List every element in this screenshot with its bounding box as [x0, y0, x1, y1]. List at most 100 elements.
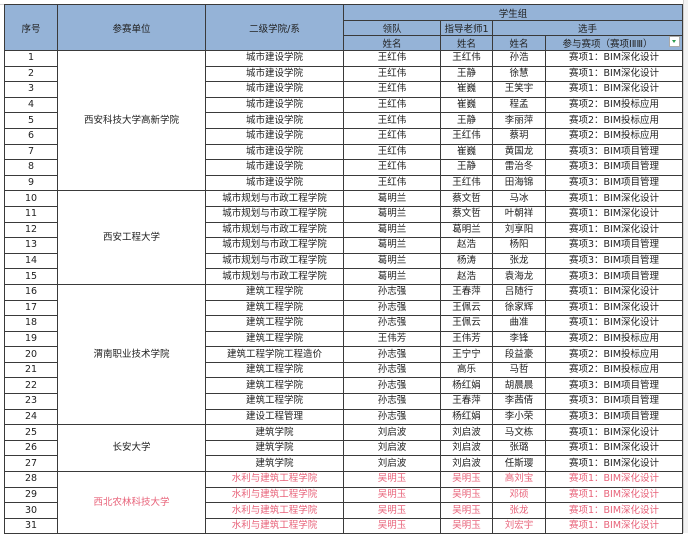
college-cell[interactable]: 水利与建筑工程学院: [205, 502, 344, 519]
leader-cell[interactable]: 刘启波: [343, 455, 441, 473]
college-cell[interactable]: 建筑工程学院: [205, 315, 344, 332]
filter-dropdown-icon[interactable]: [669, 36, 680, 47]
player-cell[interactable]: 马文栋: [492, 424, 546, 441]
leader-cell[interactable]: 葛明兰: [343, 237, 441, 254]
teacher-cell[interactable]: 吴明玉: [440, 517, 493, 534]
header-leader-name[interactable]: 姓名: [343, 35, 441, 51]
player-cell[interactable]: 张璐: [492, 439, 546, 457]
event-cell[interactable]: 赛项2：BIM投标应用: [545, 96, 683, 114]
player-cell[interactable]: 袁海龙: [492, 268, 546, 285]
serial-cell[interactable]: 21: [4, 361, 58, 379]
teacher-cell[interactable]: 崔巍: [440, 143, 493, 161]
college-cell[interactable]: 建筑工程学院: [205, 330, 344, 348]
serial-cell[interactable]: 9: [4, 174, 58, 192]
player-cell[interactable]: 李丽萍: [492, 112, 546, 129]
college-cell[interactable]: 建筑工程学院: [205, 299, 344, 317]
serial-cell[interactable]: 24: [4, 408, 58, 426]
leader-cell[interactable]: 吴明玉: [343, 502, 441, 519]
teacher-cell[interactable]: 刘启波: [440, 455, 493, 473]
header-college[interactable]: 二级学院/系: [205, 4, 344, 51]
college-cell[interactable]: 城市建设学院: [205, 81, 344, 98]
serial-cell[interactable]: 31: [4, 517, 58, 534]
serial-cell[interactable]: 25: [4, 424, 58, 441]
serial-cell[interactable]: 7: [4, 143, 58, 161]
unit-cell[interactable]: 西安科技大学高新学院: [57, 49, 206, 192]
unit-cell[interactable]: 西北农林科技大学: [57, 471, 206, 534]
event-cell[interactable]: 赛项3：BIM项目管理: [545, 143, 683, 161]
serial-cell[interactable]: 28: [4, 471, 58, 488]
player-cell[interactable]: 王笑宇: [492, 81, 546, 98]
player-cell[interactable]: 刘享阳: [492, 221, 546, 239]
event-cell[interactable]: 赛项3：BIM项目管理: [545, 408, 683, 426]
teacher-cell[interactable]: 赵浩: [440, 268, 493, 285]
player-cell[interactable]: 李茜倩: [492, 393, 546, 410]
leader-cell[interactable]: 王红伟: [343, 50, 441, 67]
event-cell[interactable]: 赛项3：BIM项目管理: [545, 237, 683, 254]
college-cell[interactable]: 建筑工程学院: [205, 377, 344, 395]
player-cell[interactable]: 张龙: [492, 252, 546, 270]
serial-cell[interactable]: 3: [4, 81, 58, 98]
serial-cell[interactable]: 29: [4, 486, 58, 504]
player-cell[interactable]: 曲准: [492, 315, 546, 332]
event-cell[interactable]: 赛项3：BIM项目管理: [545, 174, 683, 192]
player-cell[interactable]: 邓硕: [492, 486, 546, 504]
event-cell[interactable]: 赛项1：BIM深化设计: [545, 283, 683, 301]
serial-cell[interactable]: 27: [4, 455, 58, 473]
teacher-cell[interactable]: 王红伟: [440, 50, 493, 67]
header-student-group[interactable]: 学生组: [343, 4, 683, 21]
leader-cell[interactable]: 王红伟: [343, 174, 441, 192]
teacher-cell[interactable]: 葛明兰: [440, 221, 493, 239]
college-cell[interactable]: 城市建设学院: [205, 127, 344, 145]
player-cell[interactable]: 吕随行: [492, 283, 546, 301]
serial-cell[interactable]: 13: [4, 237, 58, 254]
college-cell[interactable]: 建筑学院: [205, 424, 344, 441]
teacher-cell[interactable]: 高乐: [440, 361, 493, 379]
college-cell[interactable]: 城市建设学院: [205, 143, 344, 161]
serial-cell[interactable]: 11: [4, 205, 58, 223]
teacher-cell[interactable]: 王春萍: [440, 283, 493, 301]
unit-cell[interactable]: 渭南职业技术学院: [57, 283, 206, 426]
serial-cell[interactable]: 17: [4, 299, 58, 317]
teacher-cell[interactable]: 王春萍: [440, 393, 493, 410]
event-cell[interactable]: 赛项1：BIM深化设计: [545, 190, 683, 207]
player-cell[interactable]: 段益豪: [492, 346, 546, 363]
serial-cell[interactable]: 18: [4, 315, 58, 332]
next-column[interactable]: [683, 0, 688, 533]
player-cell[interactable]: 李小荣: [492, 408, 546, 426]
event-cell[interactable]: 赛项1：BIM深化设计: [545, 50, 683, 67]
leader-cell[interactable]: 葛明兰: [343, 268, 441, 285]
leader-cell[interactable]: 孙志强: [343, 315, 441, 332]
leader-cell[interactable]: 王红伟: [343, 112, 441, 129]
event-cell[interactable]: 赛项3：BIM项目管理: [545, 393, 683, 410]
college-cell[interactable]: 城市规划与市政工程学院: [205, 221, 344, 239]
leader-cell[interactable]: 王红伟: [343, 65, 441, 83]
college-cell[interactable]: 城市规划与市政工程学院: [205, 268, 344, 285]
event-cell[interactable]: 赛项1：BIM深化设计: [545, 471, 683, 488]
event-cell[interactable]: 赛项1：BIM深化设计: [545, 221, 683, 239]
college-cell[interactable]: 建筑工程学院: [205, 361, 344, 379]
teacher-cell[interactable]: 杨涛: [440, 252, 493, 270]
teacher-cell[interactable]: 崔巍: [440, 81, 493, 98]
player-cell[interactable]: 任斯璎: [492, 455, 546, 473]
player-cell[interactable]: 马冰: [492, 190, 546, 207]
player-cell[interactable]: 孙浩: [492, 50, 546, 67]
college-cell[interactable]: 建设工程管理: [205, 408, 344, 426]
event-cell[interactable]: 赛项1：BIM深化设计: [545, 299, 683, 317]
teacher-cell[interactable]: 王红伟: [440, 174, 493, 192]
leader-cell[interactable]: 吴明玉: [343, 517, 441, 534]
teacher-cell[interactable]: 杨红娟: [440, 408, 493, 426]
serial-cell[interactable]: 19: [4, 330, 58, 348]
player-cell[interactable]: 胡晨晨: [492, 377, 546, 395]
player-cell[interactable]: 蔡玥: [492, 127, 546, 145]
leader-cell[interactable]: 葛明兰: [343, 205, 441, 223]
player-cell[interactable]: 马哲: [492, 361, 546, 379]
teacher-cell[interactable]: 崔巍: [440, 96, 493, 114]
leader-cell[interactable]: 葛明兰: [343, 252, 441, 270]
event-cell[interactable]: 赛项1：BIM深化设计: [545, 424, 683, 441]
header-player-name[interactable]: 姓名: [492, 35, 546, 51]
college-cell[interactable]: 城市建设学院: [205, 174, 344, 192]
player-cell[interactable]: 高刘宝: [492, 471, 546, 488]
event-cell[interactable]: 赛项3：BIM项目管理: [545, 252, 683, 270]
serial-cell[interactable]: 6: [4, 127, 58, 145]
teacher-cell[interactable]: 王宁宁: [440, 346, 493, 363]
